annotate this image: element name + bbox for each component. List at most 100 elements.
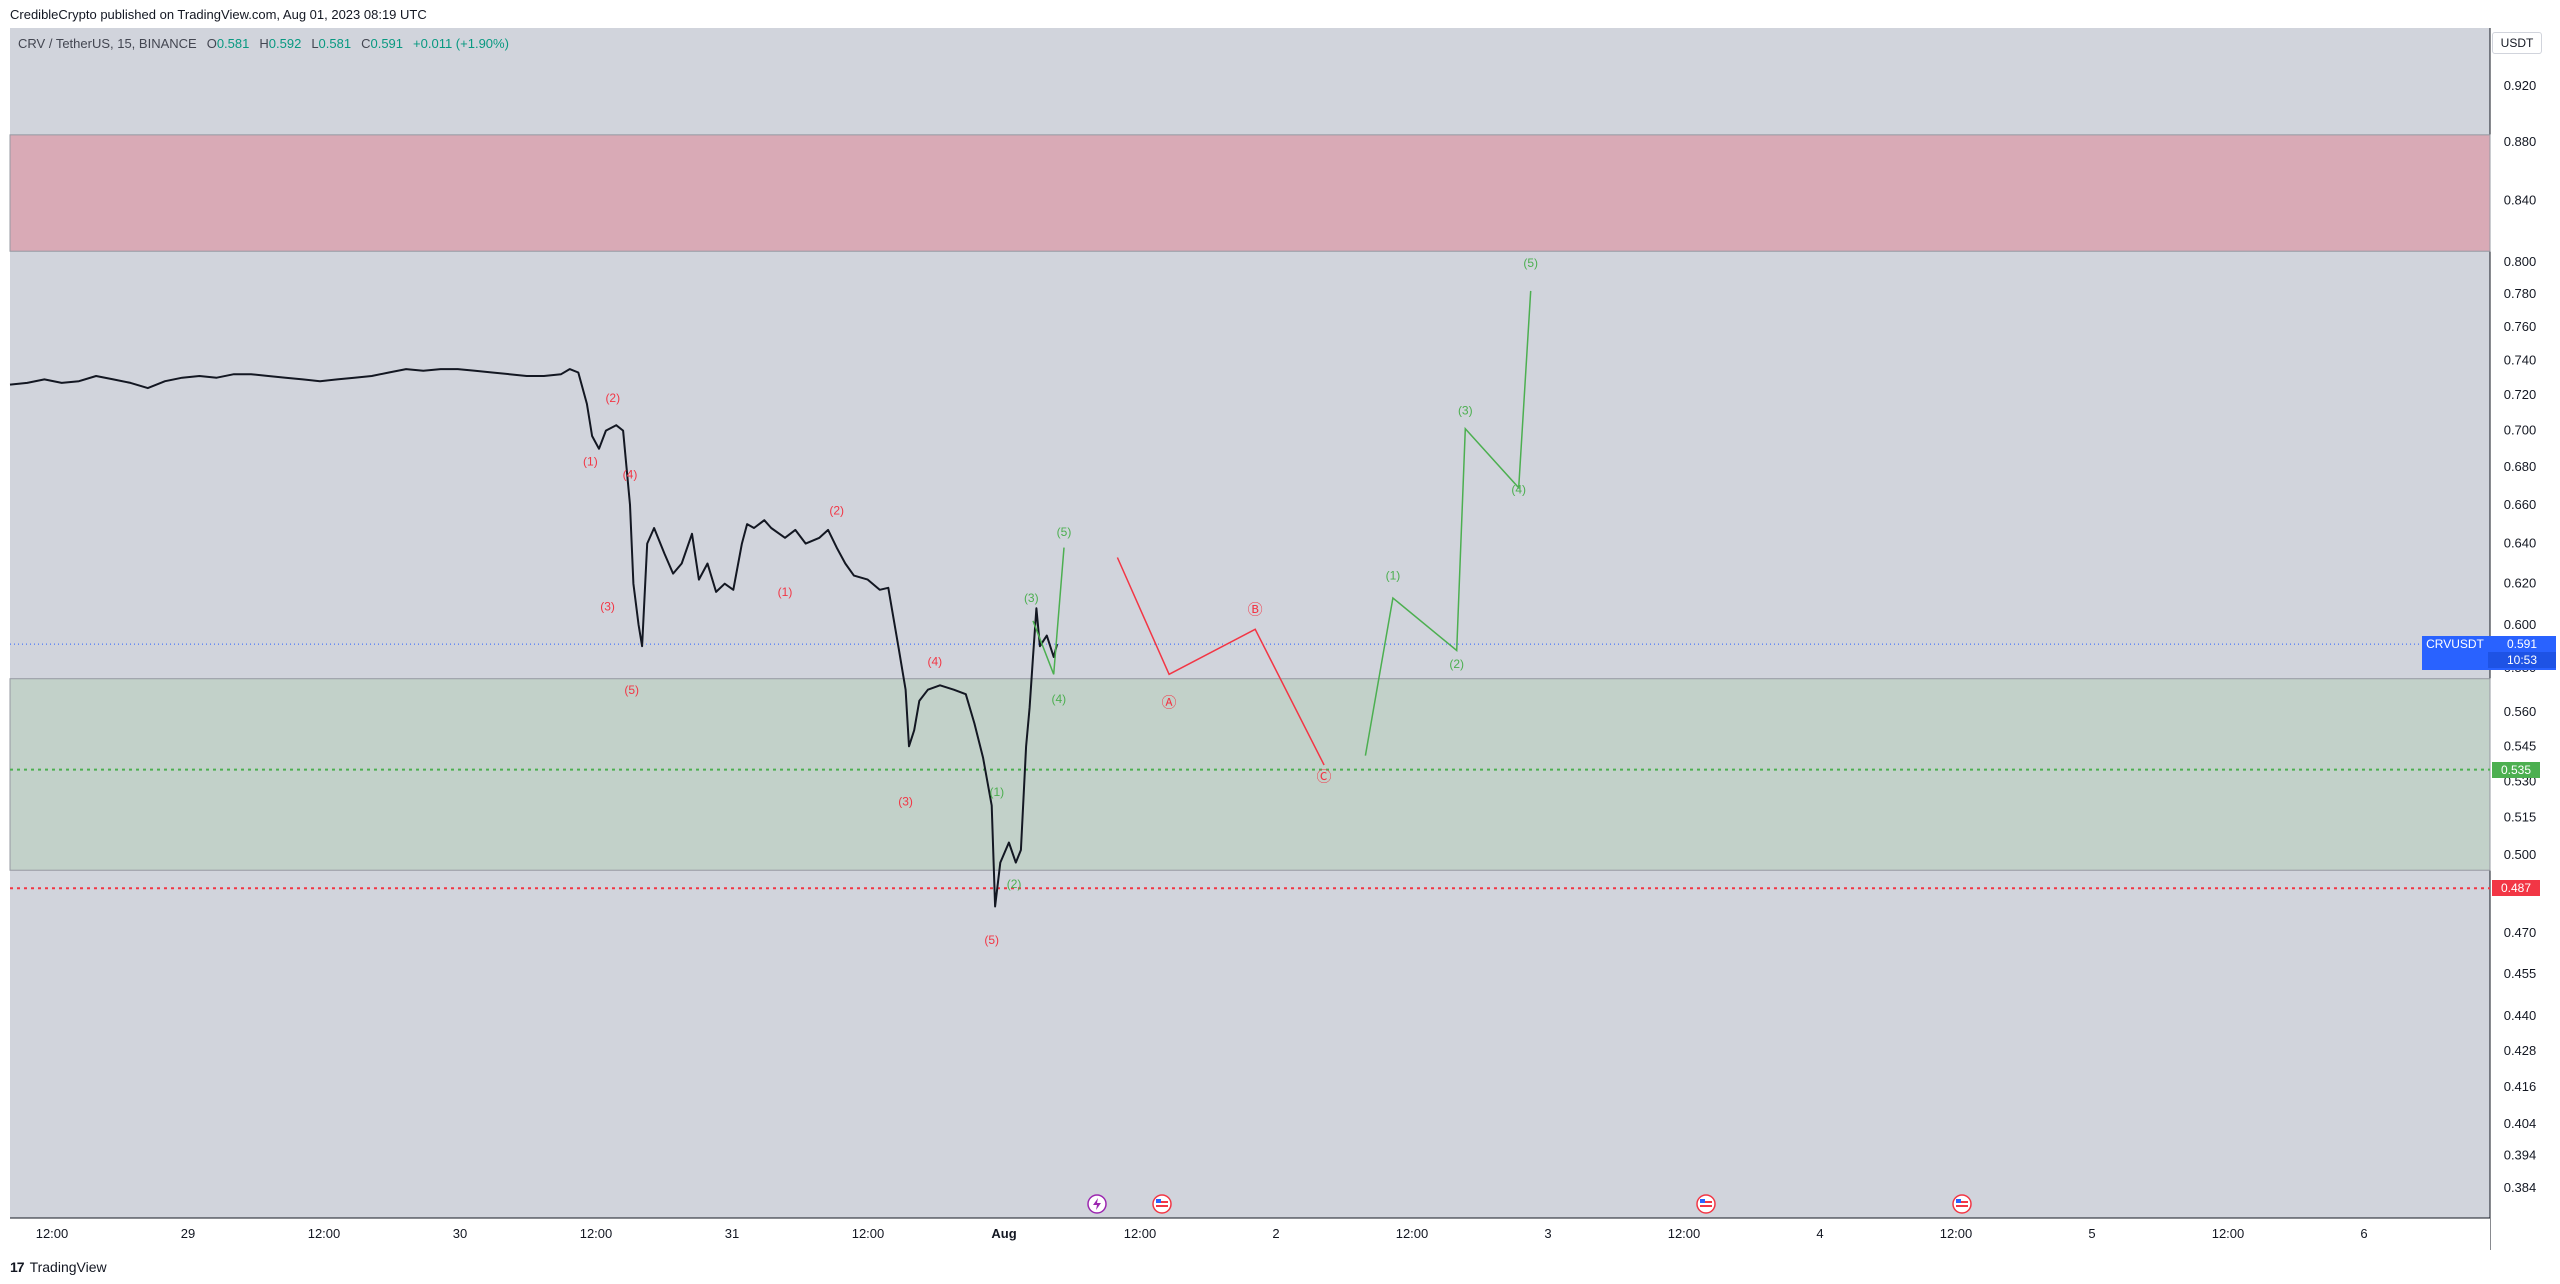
wave-label: (1): [989, 785, 1004, 799]
ohlc-legend: CRV / TetherUS, 15, BINANCE O0.581 H0.59…: [18, 36, 509, 51]
wave-label: Ⓒ: [1317, 769, 1332, 786]
time-tick-label: 12:00: [852, 1226, 885, 1241]
support-zone: [9, 678, 2491, 871]
price-tick-label: 0.640: [2504, 536, 2537, 551]
open-value: O0.581: [206, 36, 250, 51]
wave-label: (2): [829, 503, 844, 517]
price-tick-label: 0.620: [2504, 576, 2537, 591]
publish-header: CredibleCrypto published on TradingView.…: [0, 0, 2560, 28]
price-tick-label: 0.455: [2504, 966, 2537, 981]
price-tick-label: 0.545: [2504, 738, 2537, 753]
wave-label: Ⓐ: [1162, 695, 1177, 712]
short-impulse-path: [1032, 547, 1065, 675]
time-tick-label: 12:00: [1940, 1226, 1973, 1241]
wave-label: (2): [605, 391, 620, 405]
stop-level-tag: 0.487: [2492, 880, 2540, 897]
symbol-label[interactable]: CRV / TetherUS, 15, BINANCE: [18, 36, 197, 51]
wave-label: (5): [624, 683, 639, 697]
wave-label: (4): [1511, 482, 1526, 496]
high-value: H0.592: [259, 36, 302, 51]
wave-label: (1): [778, 585, 793, 599]
us-flag-icon[interactable]: [1952, 1194, 1972, 1214]
price-tick-label: 0.680: [2504, 459, 2537, 474]
time-axis: [10, 1218, 2490, 1250]
wave-label: (2): [1449, 657, 1464, 671]
price-tick-label: 0.720: [2504, 387, 2537, 402]
wave-label: (2): [1007, 877, 1022, 891]
price-tick-label: 0.470: [2504, 925, 2537, 940]
time-axis-ticks: 12:00 29 12:00 30 12:00 31 12:00 Aug 12:00 2 12:00…: [36, 1226, 2368, 1241]
time-tick-label: 4: [1816, 1226, 1823, 1241]
wave-label: (5): [1057, 525, 1072, 539]
price-tick-label: 0.416: [2504, 1079, 2537, 1094]
price-tick-label: 0.428: [2504, 1043, 2537, 1058]
abc-correction-path: [1116, 557, 1325, 766]
price-tick-label: 0.440: [2504, 1008, 2537, 1023]
price-tick-label: 0.780: [2504, 286, 2537, 301]
close-value: C0.591: [361, 36, 404, 51]
tradingview-logo-icon[interactable]: 17: [10, 1259, 25, 1275]
wave-label: (4): [927, 655, 942, 669]
price-tick-label: 0.660: [2504, 497, 2537, 512]
levels-layer: [10, 643, 2490, 890]
currency-button[interactable]: USDT: [2492, 32, 2542, 54]
wave-labels-layer: (2) (1) (4) (3) (5) (2) (1) (4) (3) (5) (1) (2) (3) (…: [583, 256, 1538, 947]
low-value: L0.581: [311, 36, 352, 51]
time-tick-label: 2: [1272, 1226, 1279, 1241]
price-tick-label: 0.404: [2504, 1116, 2537, 1131]
price-tick-label: 0.740: [2504, 353, 2537, 368]
time-tick-label: 12:00: [1124, 1226, 1157, 1241]
time-tick-label: 5: [2088, 1226, 2095, 1241]
wave-label: (1): [1386, 569, 1401, 583]
footer-brand[interactable]: TradingView: [29, 1259, 107, 1275]
wave-label: (4): [623, 467, 638, 481]
price-tick-label: 0.760: [2504, 319, 2537, 334]
price-tick-label: 0.560: [2504, 704, 2537, 719]
current-symbol: CRVUSDT: [2422, 636, 2488, 653]
change-value: +0.011 (+1.90%): [413, 36, 509, 51]
price-tick-label: 0.920: [2504, 78, 2537, 93]
price-axis: [2490, 28, 2560, 1218]
time-tick-label: 12:00: [1668, 1226, 1701, 1241]
wave-label: (3): [600, 599, 615, 613]
wave-label: (3): [1458, 404, 1473, 418]
footer: 17 TradingView: [0, 1250, 2560, 1284]
price-tick-label: 0.500: [2504, 847, 2537, 862]
support-level-tag: 0.535: [2492, 761, 2540, 778]
price-tick-label: 0.700: [2504, 423, 2537, 438]
time-tick-label: 30: [453, 1226, 467, 1241]
event-icons[interactable]: [1087, 1194, 1972, 1214]
price-line: [9, 368, 1059, 908]
wave-label: (3): [1024, 591, 1039, 605]
wave-label: (4): [1051, 692, 1066, 706]
wave-label: (3): [898, 795, 913, 809]
current-price-box: 0.591 10:53: [2488, 636, 2556, 670]
current-price-value: 0.591: [2506, 637, 2538, 652]
time-tick-label: Aug: [991, 1226, 1016, 1241]
time-tick-label: 29: [181, 1226, 195, 1241]
projection-layer: [1032, 290, 1532, 766]
lightning-icon[interactable]: [1087, 1194, 1107, 1214]
price-tick-label: 0.384: [2504, 1180, 2537, 1195]
time-tick-label: 12:00: [1396, 1226, 1429, 1241]
impulse-projection-path: [1364, 290, 1532, 756]
time-tick-label: 12:00: [580, 1226, 613, 1241]
wave-label: (5): [984, 933, 999, 947]
publish-line: CredibleCrypto published on TradingView.…: [10, 6, 427, 22]
price-series-layer: [9, 368, 1059, 908]
us-flag-icon[interactable]: [1696, 1194, 1716, 1214]
price-chart[interactable]: (2) (1) (4) (3) (5) (2) (1) (4) (3) (5) (1) (2) (3) (…: [0, 28, 2560, 1250]
price-tick-label: 0.840: [2504, 193, 2537, 208]
time-tick-label: 3: [1544, 1226, 1551, 1241]
time-tick-label: 12:00: [2212, 1226, 2245, 1241]
time-tick-label: 12:00: [36, 1226, 69, 1241]
price-tick-label: 0.515: [2504, 810, 2537, 825]
time-tick-label: 12:00: [308, 1226, 341, 1241]
price-tick-label: 0.394: [2504, 1148, 2537, 1163]
us-flag-icon[interactable]: [1152, 1194, 1172, 1214]
resistance-zone: [9, 134, 2491, 252]
zones-layer: [9, 134, 2491, 871]
current-price-tag: CRVUSDT 0.591 10:53: [2422, 636, 2556, 671]
time-tick-label: 6: [2360, 1226, 2367, 1241]
price-tick-label: 0.600: [2504, 617, 2537, 632]
